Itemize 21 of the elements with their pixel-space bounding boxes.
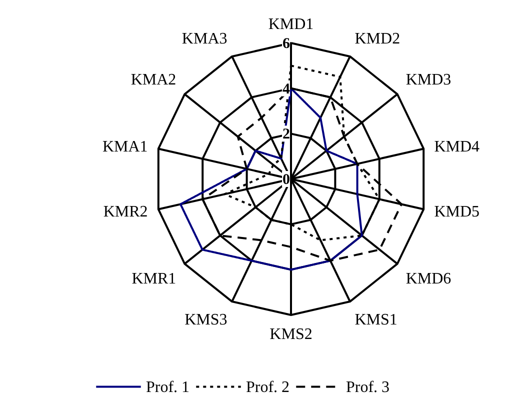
spoke-label: KMD3: [406, 71, 452, 88]
spoke-label: KMD6: [406, 270, 452, 288]
legend-label: Prof. 2: [246, 378, 290, 396]
spoke-label: KMD1: [268, 16, 314, 34]
spoke-label: KMS1: [354, 311, 398, 328]
spoke-label: KMD5: [434, 204, 480, 221]
legend-label: Prof. 1: [146, 378, 190, 396]
y-tick-label: 4: [282, 81, 290, 98]
legend-label: Prof. 3: [346, 378, 390, 396]
y-tick-label: 0: [282, 172, 290, 188]
y-tick-label: 2: [282, 126, 290, 143]
y-tick-label: 6: [282, 36, 290, 52]
spoke-label: KMS2: [270, 326, 312, 343]
spoke-label: KMA2: [130, 71, 176, 88]
spoke-label: KMR2: [103, 204, 148, 221]
spoke-label: KMD4: [434, 138, 480, 156]
spoke-label: KMD2: [354, 30, 400, 48]
spoke-label: KMA3: [182, 30, 228, 48]
spoke-label: KMA1: [102, 138, 148, 156]
spoke-label: KMS3: [184, 311, 228, 328]
spoke-label: KMR1: [132, 270, 176, 288]
